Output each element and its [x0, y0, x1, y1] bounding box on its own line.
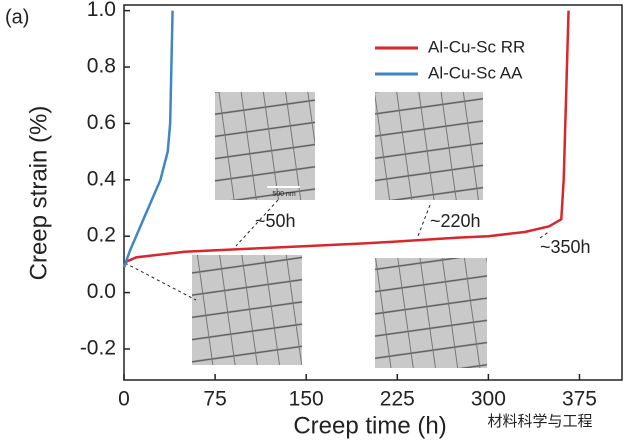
- y-tick-label: 0.8: [87, 55, 116, 78]
- x-tick-label: 225: [380, 388, 415, 411]
- micrograph: [215, 92, 315, 200]
- plot-frame: [123, 4, 623, 381]
- x-tick-label: 150: [289, 388, 324, 411]
- legend-label: Al-Cu-Sc AA: [428, 63, 523, 82]
- micrograph: [375, 258, 487, 368]
- annotation: ~350h: [540, 237, 591, 257]
- micrograph: [192, 255, 302, 365]
- annotation: ~50h: [255, 211, 296, 231]
- series-line: [122, 10, 174, 268]
- series-line: [122, 10, 570, 268]
- scale-bar-label: 500 nm: [272, 191, 296, 198]
- micrograph: [375, 92, 483, 200]
- y-tick-label: 0.6: [87, 111, 116, 134]
- arrows: [124, 199, 551, 301]
- y-tick-label: 1.0: [87, 0, 116, 21]
- x-tick-label: 75: [203, 388, 226, 411]
- legend-label: Al-Cu-Sc RR: [428, 37, 525, 56]
- y-tick-label: 0.4: [87, 167, 117, 190]
- annotation: ~220h: [430, 211, 481, 231]
- x-axis-label: Creep time (h): [293, 412, 446, 439]
- x-tick-label: 300: [471, 388, 506, 411]
- x-tick-label: 0: [118, 388, 130, 411]
- y-tick-label: -0.2: [80, 337, 116, 360]
- watermark: 材料科学与工程: [487, 413, 592, 430]
- y-tick-label: 0.2: [87, 224, 116, 247]
- panel-label: (a): [5, 6, 29, 28]
- y-axis-label: Creep strain (%): [25, 106, 52, 281]
- y-tick-label: 0.0: [87, 280, 116, 303]
- insets: 500 nm: [192, 92, 487, 368]
- x-tick-label: 375: [562, 388, 597, 411]
